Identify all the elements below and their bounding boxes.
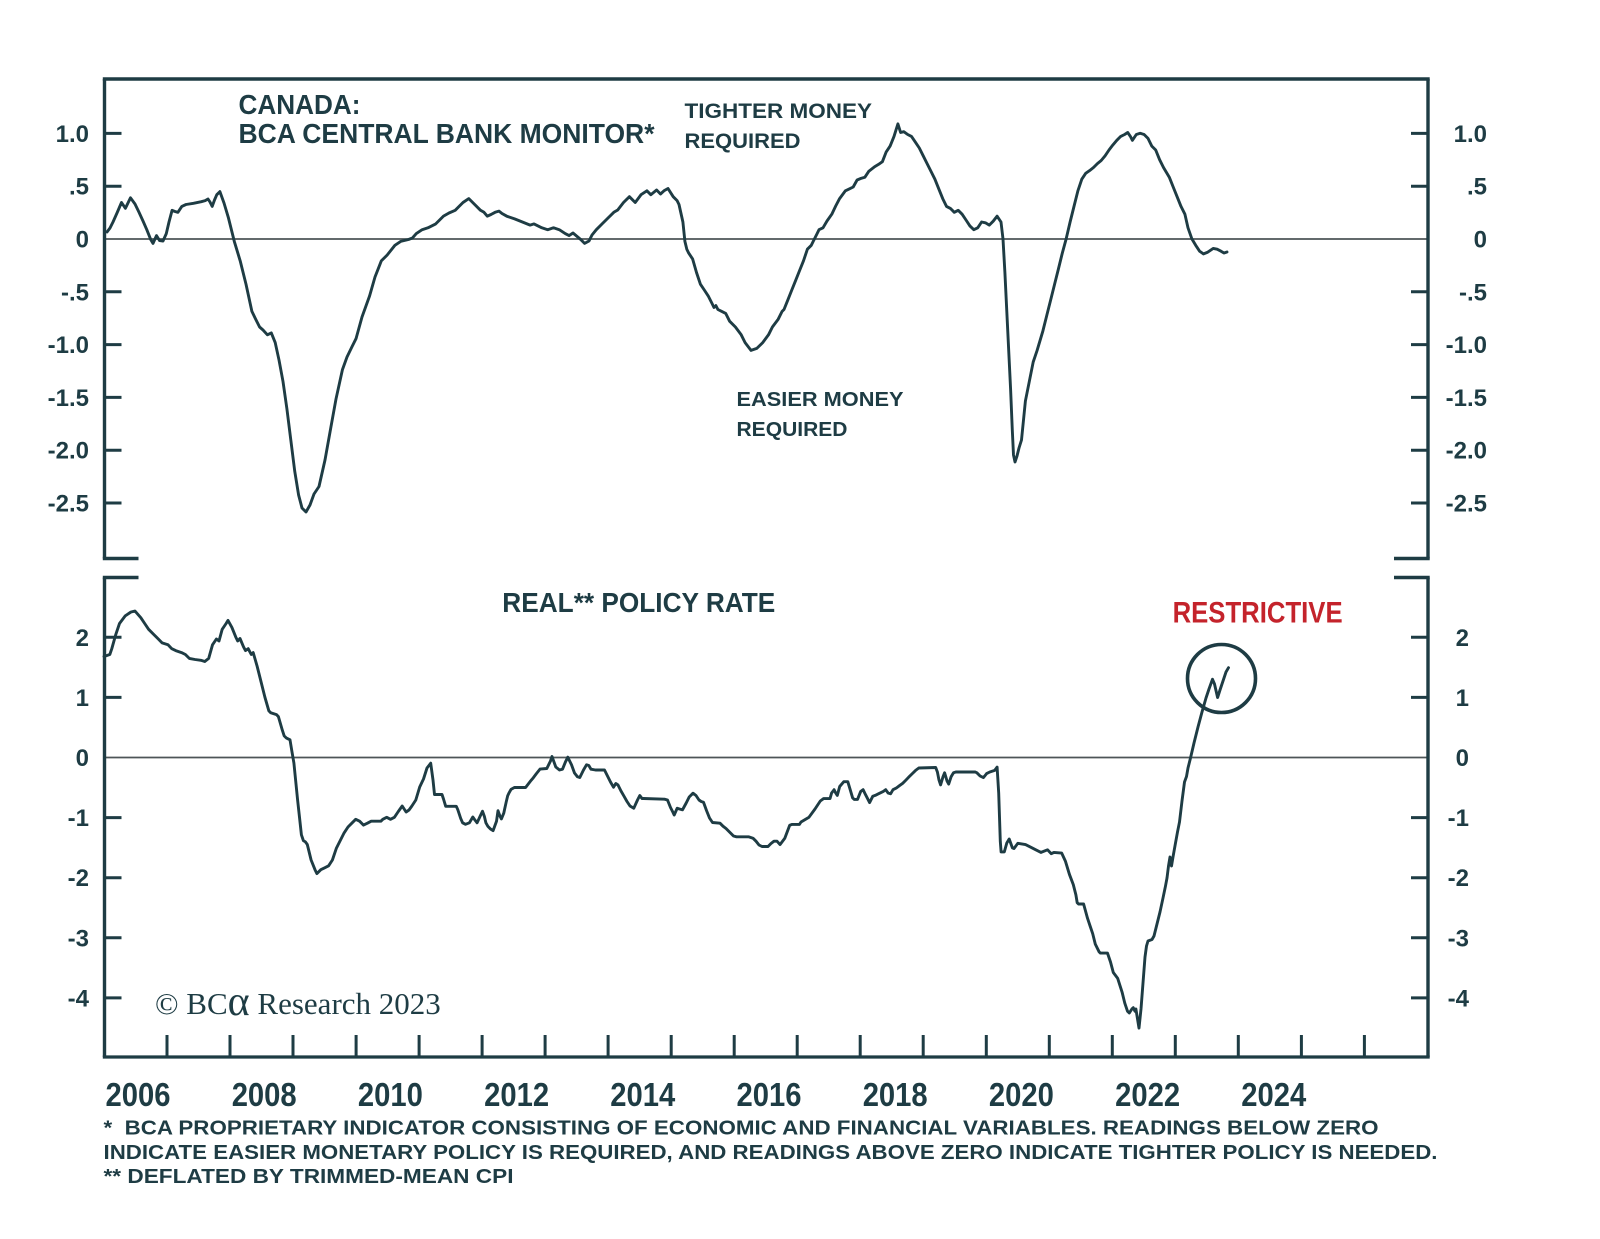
svg-text:-2.0: -2.0 [1446, 438, 1487, 465]
svg-text:.5: .5 [69, 174, 89, 201]
svg-text:.5: .5 [1467, 174, 1487, 201]
svg-text:2024: 2024 [1241, 1076, 1307, 1113]
svg-text:2: 2 [1456, 625, 1469, 652]
svg-text:2008: 2008 [232, 1076, 297, 1113]
svg-text:2020: 2020 [989, 1076, 1054, 1113]
svg-text:2006: 2006 [106, 1076, 171, 1113]
svg-text:-2: -2 [68, 865, 89, 892]
svg-text:-2.5: -2.5 [1446, 491, 1487, 518]
svg-text:2016: 2016 [737, 1076, 802, 1113]
svg-text:-2: -2 [1448, 865, 1469, 892]
svg-text:-1.0: -1.0 [1446, 332, 1487, 359]
svg-text:1: 1 [76, 685, 89, 712]
svg-text:* BCA PROPRIETARY INDICATOR C: * BCA PROPRIETARY INDICATOR CONSISTING O… [104, 1118, 1379, 1140]
svg-text:-1.5: -1.5 [1446, 385, 1487, 412]
svg-text:-2.5: -2.5 [48, 491, 89, 518]
svg-text:-3: -3 [1448, 925, 1469, 952]
svg-text:-1: -1 [1448, 805, 1469, 832]
svg-text:-1.0: -1.0 [48, 332, 89, 359]
svg-text:-4: -4 [68, 985, 90, 1012]
svg-text:© BCα Research 2023: © BCα Research 2023 [155, 979, 441, 1025]
svg-text:INDICATE EASIER MONETARY POLIC: INDICATE EASIER MONETARY POLICY IS REQUI… [104, 1142, 1438, 1164]
svg-text:1.0: 1.0 [56, 121, 89, 148]
svg-text:** DEFLATED BY TRIMMED-MEAN CP: ** DEFLATED BY TRIMMED-MEAN CPI [104, 1166, 514, 1188]
svg-text:0: 0 [76, 745, 89, 772]
svg-text:-.5: -.5 [1459, 279, 1487, 306]
svg-text:BCA CENTRAL BANK MONITOR*: BCA CENTRAL BANK MONITOR* [239, 118, 655, 149]
svg-text:-1: -1 [68, 805, 89, 832]
svg-text:2012: 2012 [484, 1076, 549, 1113]
svg-text:2: 2 [76, 625, 89, 652]
svg-text:2022: 2022 [1115, 1076, 1180, 1113]
svg-text:0: 0 [76, 227, 89, 254]
svg-text:REQUIRED: REQUIRED [685, 130, 801, 153]
svg-text:0: 0 [1456, 745, 1469, 772]
svg-text:CANADA:: CANADA: [239, 89, 361, 120]
svg-text:1: 1 [1456, 685, 1469, 712]
svg-text:REAL** POLICY RATE: REAL** POLICY RATE [502, 587, 775, 618]
svg-text:-.5: -.5 [61, 279, 89, 306]
svg-text:EASIER MONEY: EASIER MONEY [737, 389, 905, 411]
svg-text:-1.5: -1.5 [48, 385, 89, 412]
svg-text:TIGHTER MONEY: TIGHTER MONEY [685, 100, 873, 123]
svg-text:-2.0: -2.0 [48, 438, 89, 465]
svg-text:1.0: 1.0 [1454, 121, 1487, 148]
svg-text:2018: 2018 [863, 1076, 928, 1113]
svg-text:2010: 2010 [358, 1076, 423, 1113]
svg-text:0: 0 [1474, 227, 1487, 254]
svg-text:-4: -4 [1448, 985, 1470, 1012]
svg-text:RESTRICTIVE: RESTRICTIVE [1173, 597, 1343, 630]
svg-text:REQUIRED: REQUIRED [737, 419, 848, 441]
svg-text:-3: -3 [68, 925, 89, 952]
svg-text:2014: 2014 [610, 1076, 676, 1113]
